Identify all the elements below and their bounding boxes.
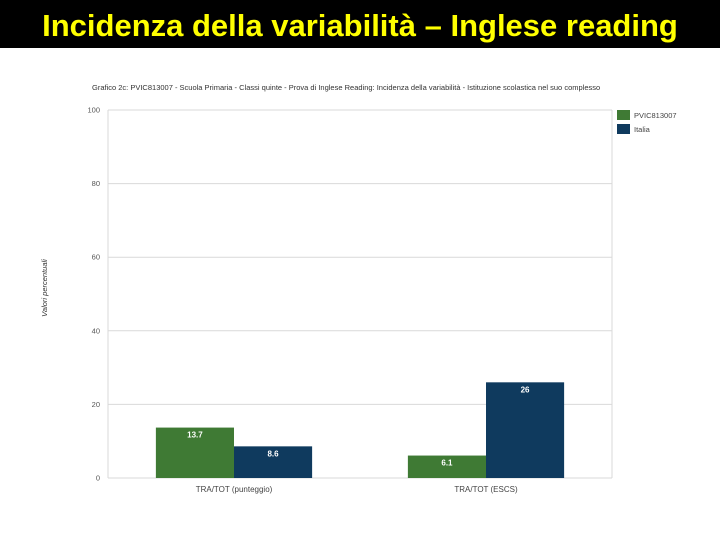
category-label: TRA/TOT (ESCS) [454, 485, 518, 494]
y-tick-label: 0 [96, 474, 100, 483]
bar [234, 446, 313, 478]
data-label: 8.6 [267, 449, 279, 458]
data-label: 6.1 [441, 459, 453, 468]
chart-title: Grafico 2c: PVIC813007 - Scuola Primaria… [92, 83, 600, 92]
y-tick-label: 60 [92, 253, 100, 262]
category-label: TRA/TOT (punteggio) [196, 485, 273, 494]
legend-swatch [617, 124, 630, 134]
legend-swatch [617, 110, 630, 120]
y-axis-label: Valori percentuali [40, 259, 49, 317]
y-tick-label: 80 [92, 179, 100, 188]
bar [407, 455, 486, 478]
bar [486, 382, 565, 478]
legend-label: Italia [634, 125, 651, 134]
bar [155, 427, 234, 478]
y-tick-label: 100 [87, 106, 100, 115]
data-label: 13.7 [187, 431, 203, 440]
bar-chart: Grafico 2c: PVIC813007 - Scuola Primaria… [40, 83, 677, 494]
y-tick-label: 20 [92, 400, 100, 409]
legend-label: PVIC813007 [634, 111, 677, 120]
y-tick-label: 40 [92, 326, 100, 335]
title-bar [0, 0, 720, 48]
slide-title: Incidenza della variabilità – Inglese re… [42, 8, 678, 43]
data-label: 26 [521, 385, 530, 394]
